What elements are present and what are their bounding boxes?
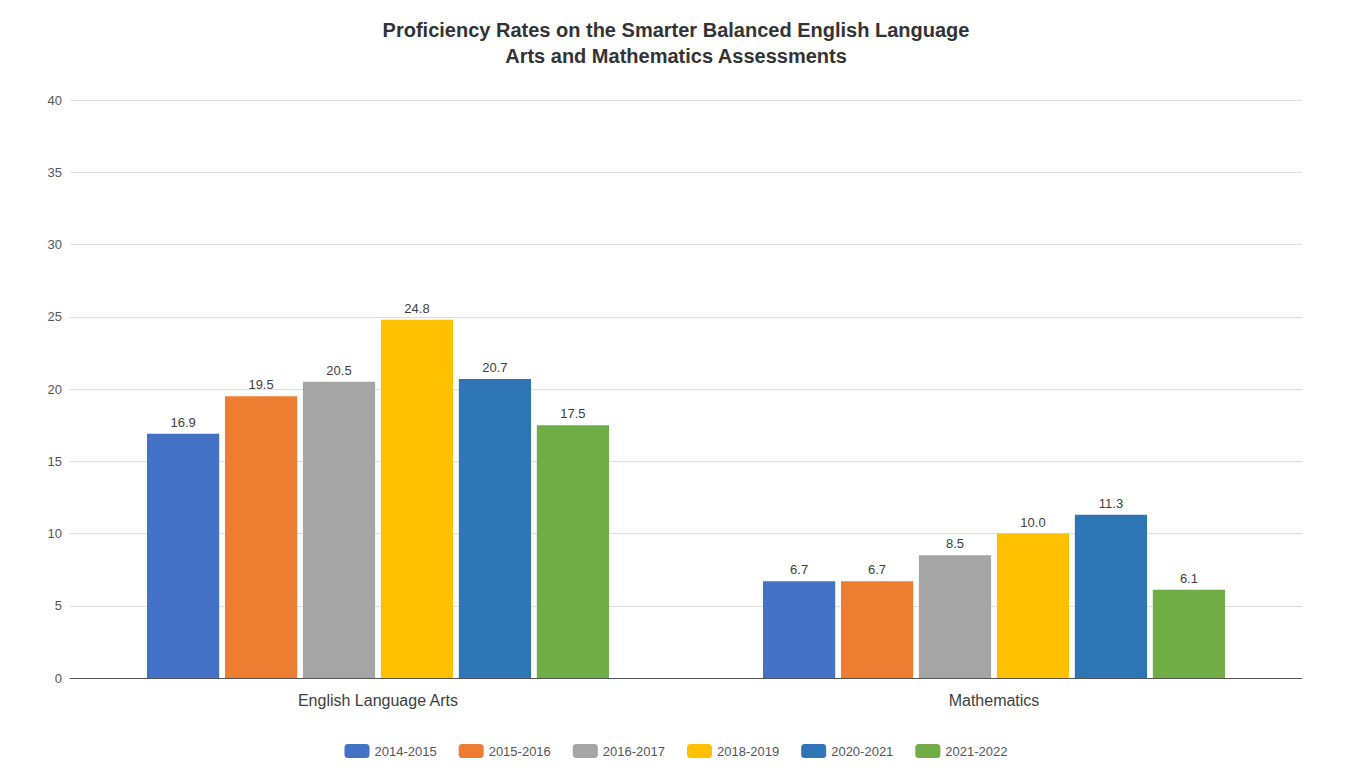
svg-text:Proficiency Rates on the Smart: Proficiency Rates on the Smarter Balance… [383, 19, 970, 41]
svg-text:2018-2019: 2018-2019 [717, 744, 779, 759]
svg-text:35: 35 [48, 165, 62, 180]
svg-text:6.1: 6.1 [1180, 571, 1198, 586]
svg-text:8.5: 8.5 [946, 536, 964, 551]
svg-text:17.5: 17.5 [560, 406, 585, 421]
svg-text:19.5: 19.5 [248, 377, 273, 392]
svg-text:20.5: 20.5 [326, 363, 351, 378]
svg-text:English Language Arts: English Language Arts [298, 692, 458, 709]
svg-text:6.7: 6.7 [868, 562, 886, 577]
svg-text:16.9: 16.9 [170, 415, 195, 430]
svg-text:Arts and Mathematics Assessmen: Arts and Mathematics Assessments [505, 45, 847, 67]
svg-text:10: 10 [48, 526, 62, 541]
svg-text:5: 5 [55, 598, 62, 613]
svg-text:11.3: 11.3 [1099, 496, 1123, 511]
svg-text:15: 15 [48, 454, 62, 469]
svg-text:2020-2021: 2020-2021 [831, 744, 893, 759]
svg-text:2015-2016: 2015-2016 [489, 744, 551, 759]
svg-text:2021-2022: 2021-2022 [945, 744, 1007, 759]
svg-text:20.7: 20.7 [482, 360, 507, 375]
svg-text:Mathematics: Mathematics [949, 692, 1040, 709]
svg-text:2014-2015: 2014-2015 [374, 744, 436, 759]
svg-text:40: 40 [48, 93, 62, 108]
svg-text:10.0: 10.0 [1020, 515, 1045, 530]
svg-text:2016-2017: 2016-2017 [603, 744, 665, 759]
svg-text:30: 30 [48, 237, 62, 252]
svg-text:20: 20 [48, 382, 62, 397]
svg-text:25: 25 [48, 309, 62, 324]
svg-text:24.8: 24.8 [404, 301, 429, 316]
svg-text:0: 0 [55, 671, 62, 686]
svg-text:6.7: 6.7 [790, 562, 808, 577]
